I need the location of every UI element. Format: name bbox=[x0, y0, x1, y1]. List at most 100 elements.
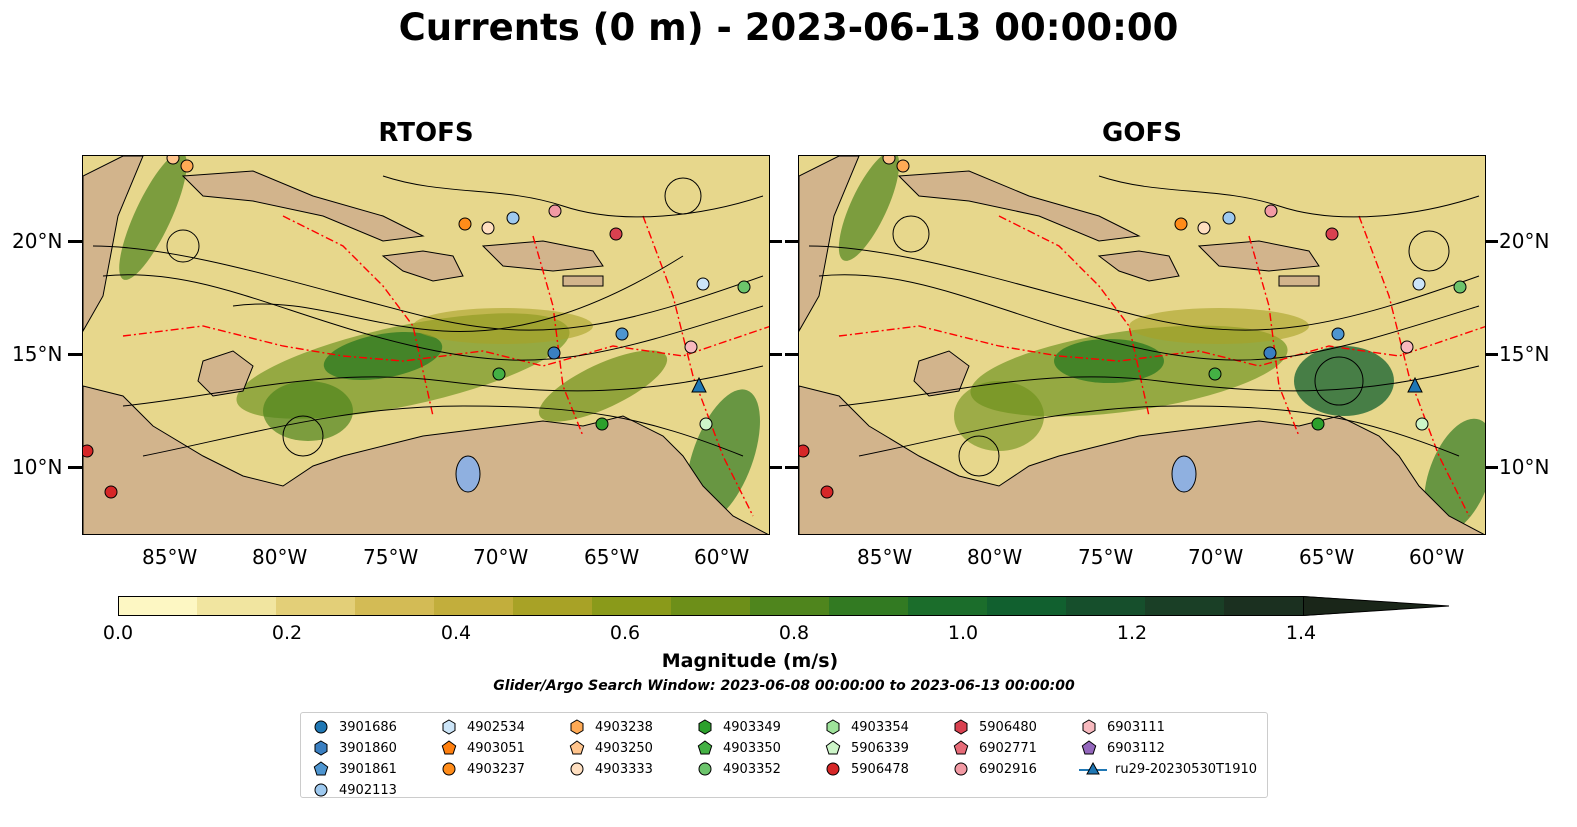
lat-tick bbox=[1486, 353, 1498, 356]
colorbar-segment bbox=[1066, 596, 1146, 616]
legend-item-label: 4903237 bbox=[467, 761, 525, 777]
colorbar-extend-arrow bbox=[1303, 596, 1449, 616]
legend-item-label: 5906339 bbox=[851, 740, 909, 756]
lon-label: 65°W bbox=[584, 545, 640, 569]
legend-item: 3901686 bbox=[311, 717, 397, 737]
lon-label: 65°W bbox=[1299, 545, 1355, 569]
colorbar-tick-label: 0.8 bbox=[778, 622, 810, 644]
legend-item-label: 4903349 bbox=[723, 719, 781, 735]
legend-marker-icon bbox=[698, 762, 712, 776]
legend-item-label: 6902916 bbox=[979, 761, 1037, 777]
colorbar-segment bbox=[276, 596, 356, 616]
legend-item-label: 3901686 bbox=[339, 719, 397, 735]
legend-item-label: 5906478 bbox=[851, 761, 909, 777]
legend-item-label: 5906480 bbox=[979, 719, 1037, 735]
lat-label: 15°N bbox=[1499, 342, 1550, 366]
legend-item: 4902113 bbox=[311, 780, 397, 800]
lat-tick bbox=[770, 353, 782, 356]
colorbar-tick-label: 0.0 bbox=[102, 622, 134, 644]
colorbar-segment bbox=[118, 596, 198, 616]
legend-marker-icon bbox=[570, 762, 584, 776]
legend-marker-icon bbox=[314, 720, 328, 734]
legend-item: 4902534 bbox=[439, 717, 525, 737]
lon-label: 75°W bbox=[1078, 545, 1134, 569]
legend-item: 3901860 bbox=[311, 738, 397, 758]
legend-marker-icon bbox=[954, 719, 968, 735]
legend-item: 4903333 bbox=[567, 759, 653, 779]
legend-item-label: 3901861 bbox=[339, 761, 397, 777]
legend-marker-icon bbox=[314, 783, 328, 797]
legend-item-label: 4903350 bbox=[723, 740, 781, 756]
lon-label: 70°W bbox=[1188, 545, 1244, 569]
colorbar-segment bbox=[750, 596, 830, 616]
legend-marker-icon bbox=[953, 740, 969, 755]
colorbar bbox=[118, 596, 1450, 616]
legend-item-label: 4903051 bbox=[467, 740, 525, 756]
colorbar-tick-label: 0.2 bbox=[271, 622, 303, 644]
legend-marker-icon bbox=[442, 762, 456, 776]
colorbar-tick-label: 1.2 bbox=[1116, 622, 1148, 644]
legend-item-label: 4902534 bbox=[467, 719, 525, 735]
colorbar-tick-label: 1.0 bbox=[947, 622, 979, 644]
legend-marker-icon bbox=[313, 761, 329, 776]
search-window-note: Glider/Argo Search Window: 2023-06-08 00… bbox=[493, 678, 1075, 694]
legend-item-label: 4903352 bbox=[723, 761, 781, 777]
legend-marker-icon bbox=[825, 740, 841, 755]
legend-item: 4903237 bbox=[439, 759, 525, 779]
lat-tick bbox=[1486, 240, 1498, 243]
legend-item-label: ru29-20230530T1910 bbox=[1115, 761, 1258, 777]
legend-item: 4903238 bbox=[567, 717, 653, 737]
colorbar-title: Magnitude (m/s) bbox=[661, 650, 839, 672]
lat-tick bbox=[770, 466, 782, 469]
legend-item-label: 4902113 bbox=[339, 782, 397, 798]
legend-item: 4903051 bbox=[439, 738, 525, 758]
lat-label: 20°N bbox=[12, 229, 63, 253]
legend-marker-icon bbox=[1079, 761, 1107, 775]
legend-item: 6903111 bbox=[1079, 717, 1165, 737]
legend-marker-icon bbox=[569, 740, 585, 755]
legend-item-label: 4903238 bbox=[595, 719, 653, 735]
lon-label: 60°W bbox=[694, 545, 750, 569]
legend: 3901686 3901860 3901861 4902113 4902534 49030… bbox=[300, 712, 1268, 798]
lon-label: 85°W bbox=[857, 545, 913, 569]
legend-item-label: 4903333 bbox=[595, 761, 653, 777]
legend-marker-icon bbox=[570, 719, 584, 735]
lon-label: 80°W bbox=[252, 545, 308, 569]
colorbar-segment bbox=[513, 596, 593, 616]
figure-title: Currents (0 m) - 2023-06-13 00:00:00 bbox=[398, 6, 1179, 49]
colorbar-segment bbox=[434, 596, 514, 616]
lon-label: 80°W bbox=[967, 545, 1023, 569]
legend-marker-icon bbox=[698, 719, 712, 735]
legend-item-label: 3901860 bbox=[339, 740, 397, 756]
legend-item: 6903112 bbox=[1079, 738, 1165, 758]
legend-item: 4903354 bbox=[823, 717, 909, 737]
colorbar-outline bbox=[118, 596, 1304, 616]
lat-label: 10°N bbox=[1499, 455, 1550, 479]
legend-marker-icon bbox=[697, 740, 713, 755]
legend-marker-icon bbox=[1082, 719, 1096, 735]
legend-item: 4903250 bbox=[567, 738, 653, 758]
colorbar-tick-label: 0.6 bbox=[609, 622, 641, 644]
legend-item-label: 6903111 bbox=[1107, 719, 1165, 735]
legend-marker-icon bbox=[1081, 740, 1097, 755]
lon-label: 70°W bbox=[473, 545, 529, 569]
lat-tick bbox=[785, 353, 798, 356]
lat-tick bbox=[1486, 466, 1498, 469]
legend-item: 5906478 bbox=[823, 759, 909, 779]
legend-item-label: 4903354 bbox=[851, 719, 909, 735]
colorbar-segment bbox=[355, 596, 435, 616]
legend-marker-icon bbox=[314, 740, 328, 756]
legend-item: 4903352 bbox=[695, 759, 781, 779]
lat-tick bbox=[68, 353, 82, 356]
colorbar-segment bbox=[671, 596, 751, 616]
legend-item: 4903349 bbox=[695, 717, 781, 737]
legend-item-label: 6903112 bbox=[1107, 740, 1165, 756]
colorbar-extend-outline bbox=[1302, 596, 1450, 616]
colorbar-segment bbox=[1145, 596, 1225, 616]
colorbar-segment bbox=[829, 596, 909, 616]
colorbar-tick-label: 1.4 bbox=[1285, 622, 1317, 644]
map-panel-rtofs bbox=[82, 155, 770, 535]
lat-label: 15°N bbox=[12, 342, 63, 366]
colorbar-segment bbox=[987, 596, 1067, 616]
lon-label: 85°W bbox=[142, 545, 198, 569]
